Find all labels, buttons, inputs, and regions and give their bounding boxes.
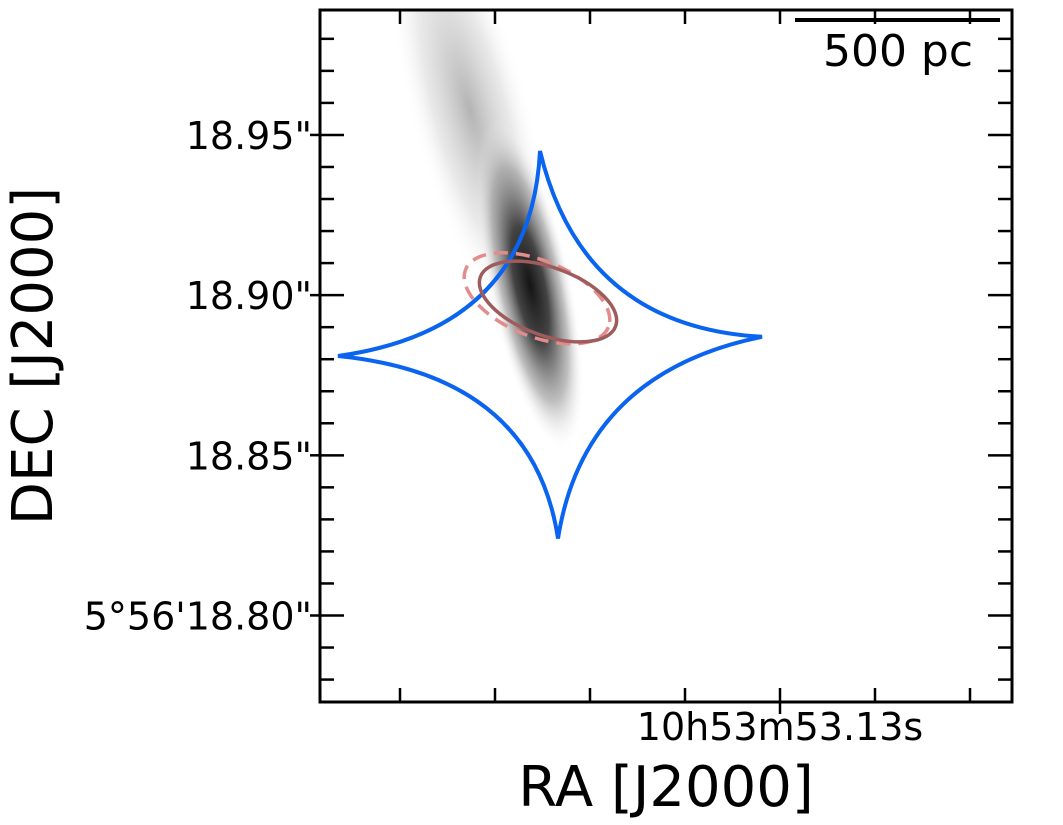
plot-frame (318, 8, 1014, 704)
lensed-source-image (386, 10, 585, 452)
axis-ticks (310, 10, 1012, 714)
plot-marks (337, 150, 763, 539)
image-core (475, 118, 585, 452)
x-tick-label: 10h53m53.13s (637, 705, 923, 749)
caustic-curve (337, 150, 763, 539)
scale-bar-label: 500 pc (823, 26, 973, 77)
y-tick-label: 18.90" (186, 274, 312, 318)
dashed-ellipse (462, 251, 612, 346)
y-tick-labels: 18.95" 18.90" 18.85" 5°56'18.80" (84, 114, 312, 639)
y-tick-label: 5°56'18.80" (84, 595, 312, 639)
y-axis-label: DEC [J2000] (1, 187, 66, 525)
solid-ellipse (477, 259, 619, 344)
x-axis-label: RA [J2000] (518, 755, 813, 820)
y-tick-label: 18.95" (186, 114, 312, 158)
y-tick-label: 18.85" (186, 434, 312, 478)
